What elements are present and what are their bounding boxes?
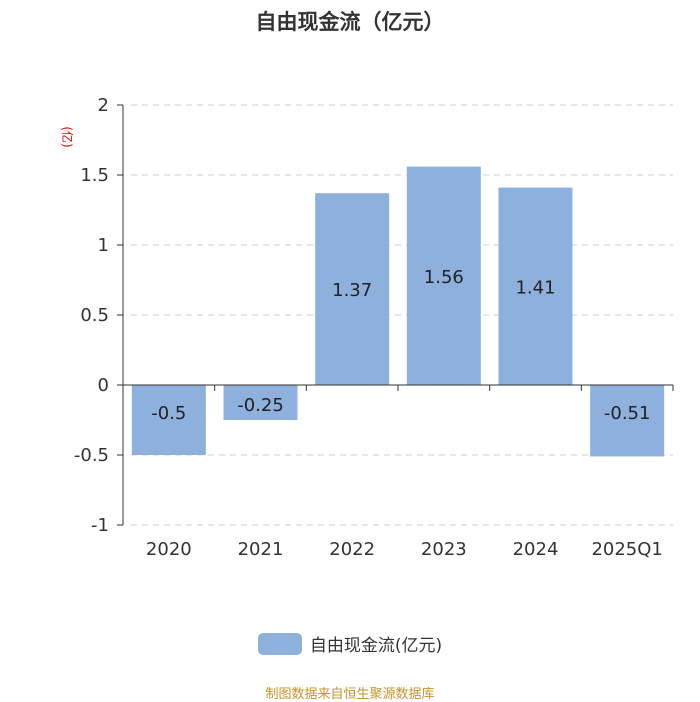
legend-label: 自由现金流(亿元)	[309, 636, 443, 656]
x-tick-label: 2023	[421, 539, 467, 560]
y-tick-label: -0.5	[74, 445, 109, 466]
bar-value-label: 1.37	[332, 280, 372, 301]
y-tick-label: 0	[98, 375, 109, 396]
data-source-note: 制图数据来自恒生聚源数据库	[265, 687, 435, 702]
y-tick-label: 0.5	[80, 305, 109, 326]
bar-value-label: -0.51	[604, 403, 651, 424]
bar	[590, 385, 665, 457]
bar	[131, 385, 206, 455]
value-labels: -0.5 -0.25 1.37 1.56 1.41 -0.51	[151, 267, 650, 424]
x-tick-label: 2021	[238, 539, 284, 560]
y-tick-label: 1	[98, 235, 109, 256]
bar	[498, 187, 573, 385]
x-tick-label: 2020	[146, 539, 192, 560]
x-tick-label: 2024	[513, 539, 559, 560]
chart-title: 自由现金流（亿元）	[255, 10, 445, 34]
bar-value-label: 1.56	[424, 267, 464, 288]
legend[interactable]: 自由现金流(亿元)	[0, 631, 700, 656]
x-tick-label: 2022	[329, 539, 375, 560]
bar	[406, 166, 481, 385]
bar-value-label: -0.25	[237, 395, 284, 416]
bar	[223, 385, 298, 420]
bar	[315, 193, 390, 385]
bar-value-label: 1.41	[515, 277, 555, 298]
bars	[131, 166, 665, 457]
y-tick-label: -1	[91, 515, 109, 536]
y-tick-label: 2	[98, 95, 109, 116]
y-tick-label: 1.5	[80, 165, 109, 186]
bar-value-label: -0.5	[151, 403, 186, 424]
legend-swatch	[257, 632, 302, 655]
gridlines	[131, 104, 673, 526]
axes: 2 1.5 1 0.5 0 -0.5 -1 2020 2021 2022 2023 2024 2025Q…	[74, 95, 674, 560]
x-tick-label: 2025Q1	[591, 539, 662, 560]
